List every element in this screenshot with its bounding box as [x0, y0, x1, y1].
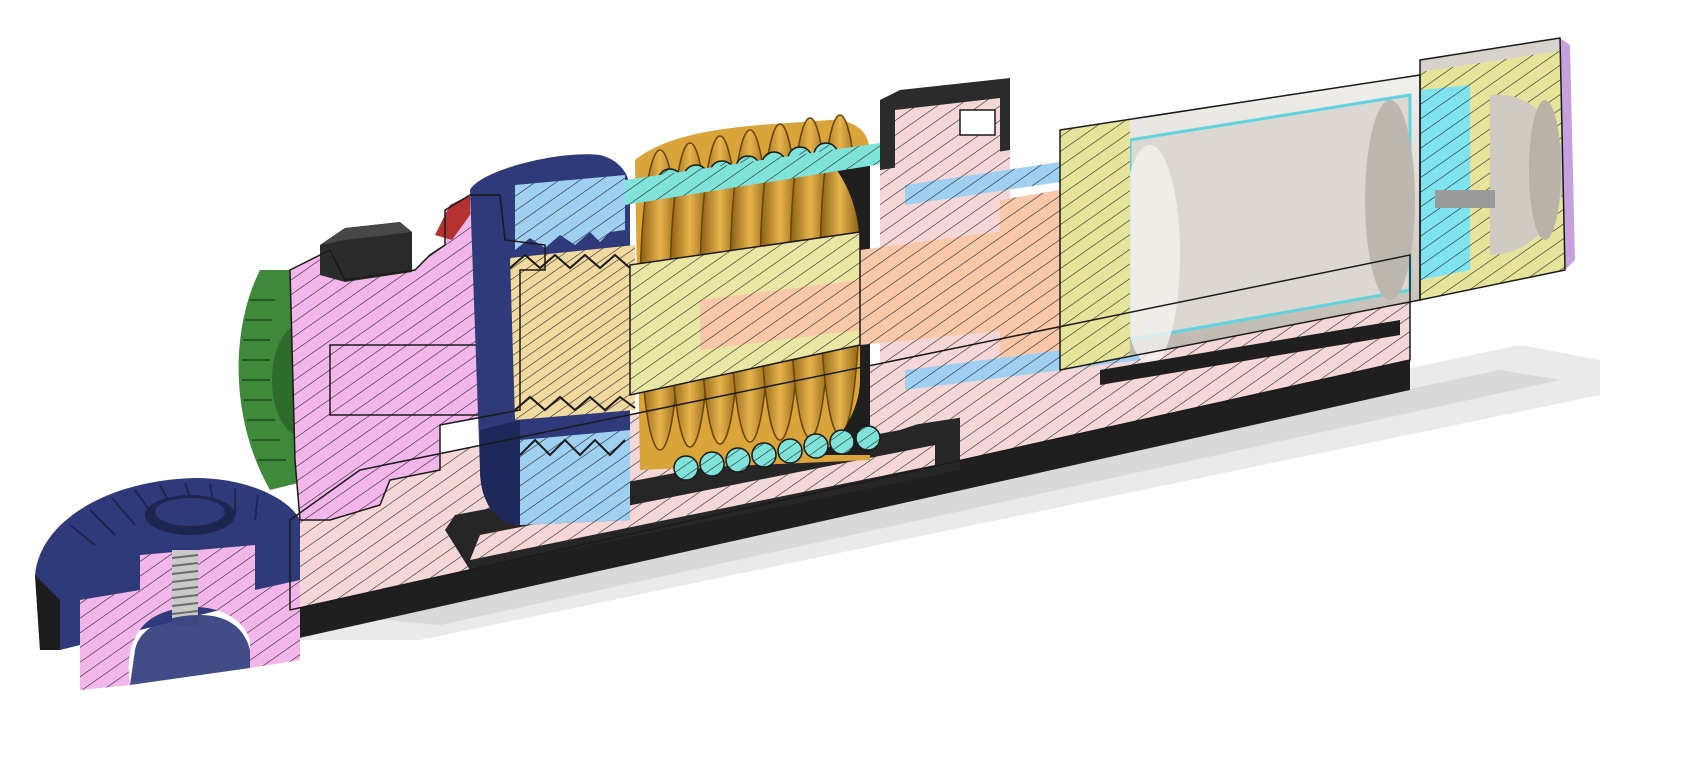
bevel-pinion	[35, 478, 300, 690]
seal-cyan	[1420, 85, 1495, 280]
lead-screw	[509, 245, 636, 420]
shaft-yellow	[630, 232, 860, 395]
piston	[860, 190, 1060, 360]
lock-block	[320, 222, 412, 282]
thread-insert	[515, 175, 630, 525]
cylinder-can	[1060, 75, 1420, 385]
edge-outlines	[289, 37, 1566, 611]
